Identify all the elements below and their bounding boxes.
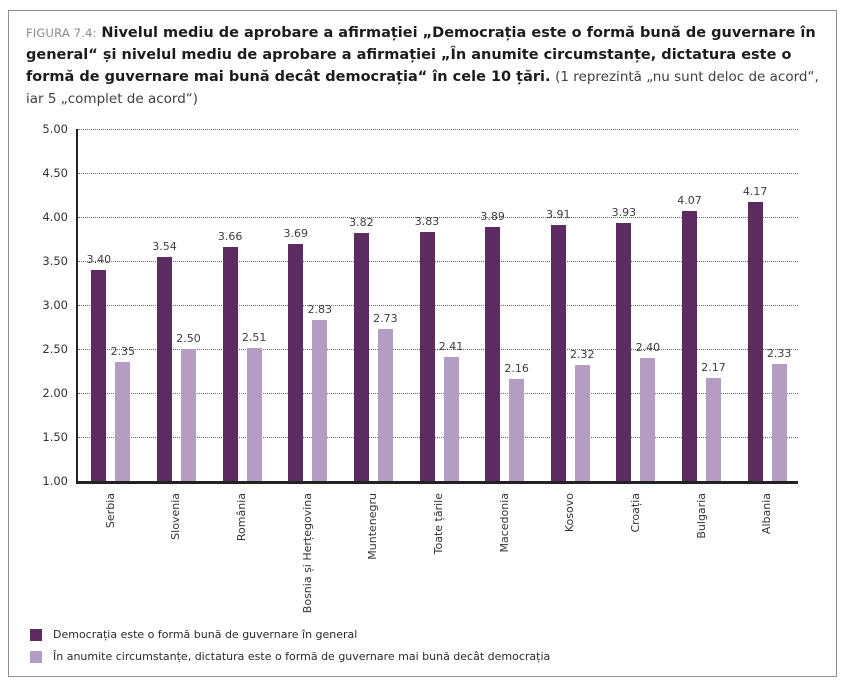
figure-title-note: (1 reprezintă „nu sunt deloc de acord“, … — [26, 69, 819, 108]
bar-dictatorship — [509, 378, 525, 481]
gridline — [78, 393, 798, 394]
gridline — [78, 305, 798, 306]
y-tick-label: 4.00 — [42, 210, 68, 224]
bar-value-label: 2.33 — [766, 346, 792, 360]
bar-value-label: 3.54 — [152, 240, 177, 254]
x-category-label: România — [235, 493, 249, 542]
bar-value-label: 3.66 — [217, 229, 243, 243]
bar-dictatorship — [640, 357, 656, 481]
bar-value-label: 3.82 — [349, 215, 374, 229]
bar-value-label: 3.69 — [283, 227, 308, 241]
bar-value-label: 3.89 — [480, 209, 505, 223]
bar-dictatorship — [574, 364, 590, 481]
bar-value-label: 2.17 — [701, 361, 726, 375]
bar-dictatorship — [115, 362, 131, 481]
bar-value-label: 2.35 — [110, 345, 136, 359]
bar-dictatorship — [246, 348, 262, 481]
bar-democracy — [485, 226, 501, 481]
bar-value-label: 3.91 — [546, 207, 571, 221]
bar-democracy — [550, 224, 566, 481]
bar-dictatorship — [771, 363, 787, 481]
bar-democracy — [288, 244, 304, 481]
bar-democracy — [616, 223, 632, 481]
bar-value-label: 2.50 — [176, 332, 201, 345]
bar-value-label: 4.07 — [677, 193, 702, 207]
gridline — [78, 261, 798, 262]
bar-dictatorship — [706, 378, 722, 481]
x-category-label: Bulgaria — [694, 493, 708, 539]
y-tick-label: 5.00 — [42, 122, 68, 136]
gridline — [78, 173, 798, 174]
gridline — [78, 129, 798, 130]
legend: Democrația este o formă bună de guvernar… — [30, 619, 550, 663]
figure-title: FIGURA 7.4: Nivelul mediu de aprobare a … — [9, 11, 836, 110]
x-category-label: Bosnia și Herțegovina — [300, 493, 314, 614]
bar-dictatorship — [377, 328, 393, 481]
bar-value-label: 2.73 — [373, 311, 398, 325]
bar-value-label: 3.40 — [86, 252, 112, 266]
bar-chart: 5.00 4.50 4.00 3.50 3.00 2.50 2.00 1.50 1.00 3.40… — [9, 122, 836, 676]
figure-title-text: Nivelul mediu de aprobare a afirmației „… — [26, 25, 816, 86]
bar-dictatorship — [180, 349, 196, 481]
bar-democracy — [156, 257, 172, 481]
x-category-label: Albania — [760, 493, 774, 535]
bar-value-label: 2.41 — [438, 339, 464, 353]
bar-democracy — [91, 269, 107, 481]
x-category-label: Muntenegru — [366, 493, 380, 560]
x-category-label: Slovenia — [169, 493, 183, 540]
x-category-label: Serbia — [103, 493, 117, 529]
x-category-label: Croația — [628, 493, 642, 533]
legend-label-dictatorship: În anumite circumstanțe, dictatura este … — [53, 650, 551, 663]
bar-democracy — [682, 210, 698, 481]
bar-value-label: 2.32 — [570, 347, 595, 361]
legend-item-dictatorship: În anumite circumstanțe, dictatura este … — [30, 650, 550, 663]
y-tick-label: 2.00 — [42, 386, 68, 400]
y-tick-label: 2.50 — [42, 342, 68, 356]
y-tick-label: 1.50 — [42, 430, 68, 444]
legend-label-democracy: Democrația este o formă bună de guvernar… — [53, 628, 358, 641]
bar-value-label: 2.83 — [307, 302, 332, 316]
bar-value-label: 3.83 — [414, 214, 440, 228]
bar-value-label: 2.16 — [504, 361, 529, 375]
y-tick-label: 3.00 — [42, 298, 68, 312]
figure-frame: FIGURA 7.4: Nivelul mediu de aprobare a … — [8, 10, 837, 677]
bar-dictatorship — [312, 319, 328, 481]
legend-item-democracy: Democrația este o formă bună de guvernar… — [30, 628, 550, 641]
bar-value-label: 4.17 — [742, 185, 768, 199]
bar-democracy — [419, 231, 435, 481]
y-tick-label: 3.50 — [42, 254, 68, 268]
gridline — [78, 437, 798, 438]
plot-area: 5.00 4.50 4.00 3.50 3.00 2.50 2.00 1.50 1.00 3.40… — [42, 122, 798, 488]
bar-value-label: 2.40 — [635, 340, 661, 354]
legend-swatch-dictatorship — [30, 650, 42, 663]
bar-democracy — [747, 202, 763, 481]
figure-number-label: FIGURA 7.4: — [26, 26, 97, 40]
bar-value-label: 3.93 — [611, 206, 637, 220]
gridline — [78, 349, 798, 350]
bar-dictatorship — [443, 356, 459, 481]
bar-value-label: 2.51 — [241, 331, 267, 345]
legend-swatch-democracy — [30, 628, 42, 641]
gridline — [78, 217, 798, 218]
bar-democracy — [353, 232, 369, 481]
y-tick-label: 1.00 — [42, 474, 68, 488]
bar-democracy — [222, 246, 238, 481]
x-category-label: Toate țările — [432, 493, 445, 555]
x-category-label: Kosovo — [563, 493, 577, 533]
x-category-label: Macedonia — [497, 493, 511, 553]
y-tick-label: 4.50 — [42, 166, 68, 180]
